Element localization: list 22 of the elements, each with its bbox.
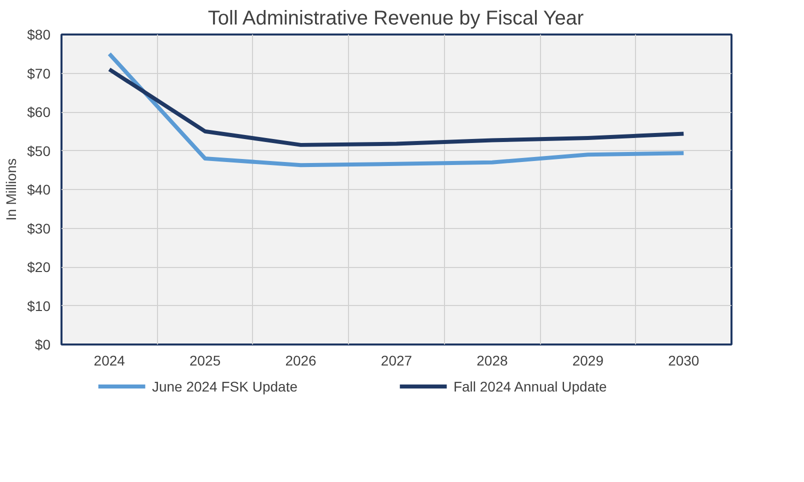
y-tick-label: $80 (27, 26, 51, 42)
x-tick-label: 2026 (285, 352, 317, 368)
y-tick-label: $60 (27, 104, 51, 120)
x-tick-label: 2030 (668, 352, 700, 368)
y-tick-label: $30 (27, 220, 51, 236)
y-tick-label: $70 (27, 65, 51, 82)
x-tick-label: 2025 (190, 352, 221, 368)
x-tick-label: 2029 (572, 352, 604, 368)
x-tick-label: 2028 (476, 352, 508, 368)
line-series (107, 52, 686, 168)
y-axis-title: In Millions (3, 158, 20, 221)
line-series (107, 67, 686, 147)
y-tick-label: $40 (27, 182, 51, 198)
legend-label: June 2024 FSK Update (152, 378, 298, 394)
chart-title: Toll Administrative Revenue by Fiscal Year (208, 8, 584, 30)
y-tick-label: $20 (27, 259, 51, 275)
x-tick-label: 2024 (94, 352, 126, 368)
y-tick-label: $0 (34, 336, 51, 352)
y-tick-label: $50 (27, 142, 51, 159)
y-tick-label: $10 (27, 298, 51, 314)
x-tick-label: 2027 (380, 352, 412, 368)
legend-label: Fall 2024 Annual Update (453, 378, 607, 394)
